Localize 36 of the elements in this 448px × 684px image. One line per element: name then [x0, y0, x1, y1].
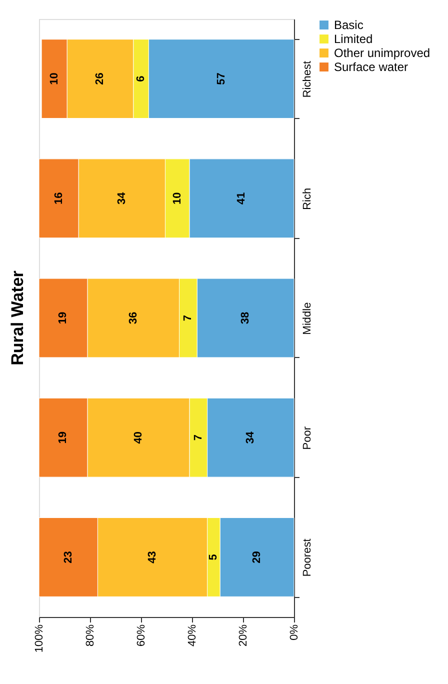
y-tick-label: Middle — [302, 302, 314, 335]
data-label: 38 — [240, 312, 252, 324]
x-tick-label: 40% — [186, 624, 198, 647]
data-label: 19 — [57, 312, 70, 324]
data-label: 43 — [146, 551, 158, 564]
x-tick-label: 60% — [136, 624, 148, 647]
y-tick-label: Rich — [302, 188, 314, 210]
data-label: 10 — [48, 72, 60, 85]
text: Rural Water — [8, 270, 27, 366]
data-label: 36 — [127, 312, 140, 324]
legend-label: Other unimproved — [334, 46, 430, 60]
data-label: 7 — [192, 434, 204, 441]
legend-label: Limited — [334, 32, 373, 46]
data-label: 29 — [251, 551, 264, 564]
data-label: 7 — [182, 314, 194, 322]
data-label: 40 — [132, 431, 144, 444]
data-label: 41 — [236, 192, 248, 205]
data-label: 57 — [215, 72, 228, 85]
data-label: 10 — [171, 192, 184, 205]
data-label: 6 — [135, 76, 147, 82]
x-tick-label: 100% — [34, 624, 46, 653]
y-tick-label: Richest — [302, 60, 314, 98]
x-tick-label: 20% — [238, 624, 250, 647]
legend-label: Surface water — [334, 60, 408, 74]
data-label: 16 — [52, 192, 65, 205]
x-tick-label: 80% — [84, 624, 96, 647]
y-tick-label: Poorest — [302, 538, 314, 577]
data-label: 23 — [62, 551, 74, 564]
x-tick-label: 0% — [288, 624, 300, 640]
data-label: 19 — [57, 431, 70, 444]
data-label: 5 — [208, 554, 220, 560]
data-label: 26 — [94, 72, 106, 85]
data-label: 34 — [116, 191, 128, 205]
data-label: 34 — [244, 430, 257, 444]
y-tick-label: Poor — [302, 426, 314, 450]
legend-label: Basic — [334, 18, 364, 32]
